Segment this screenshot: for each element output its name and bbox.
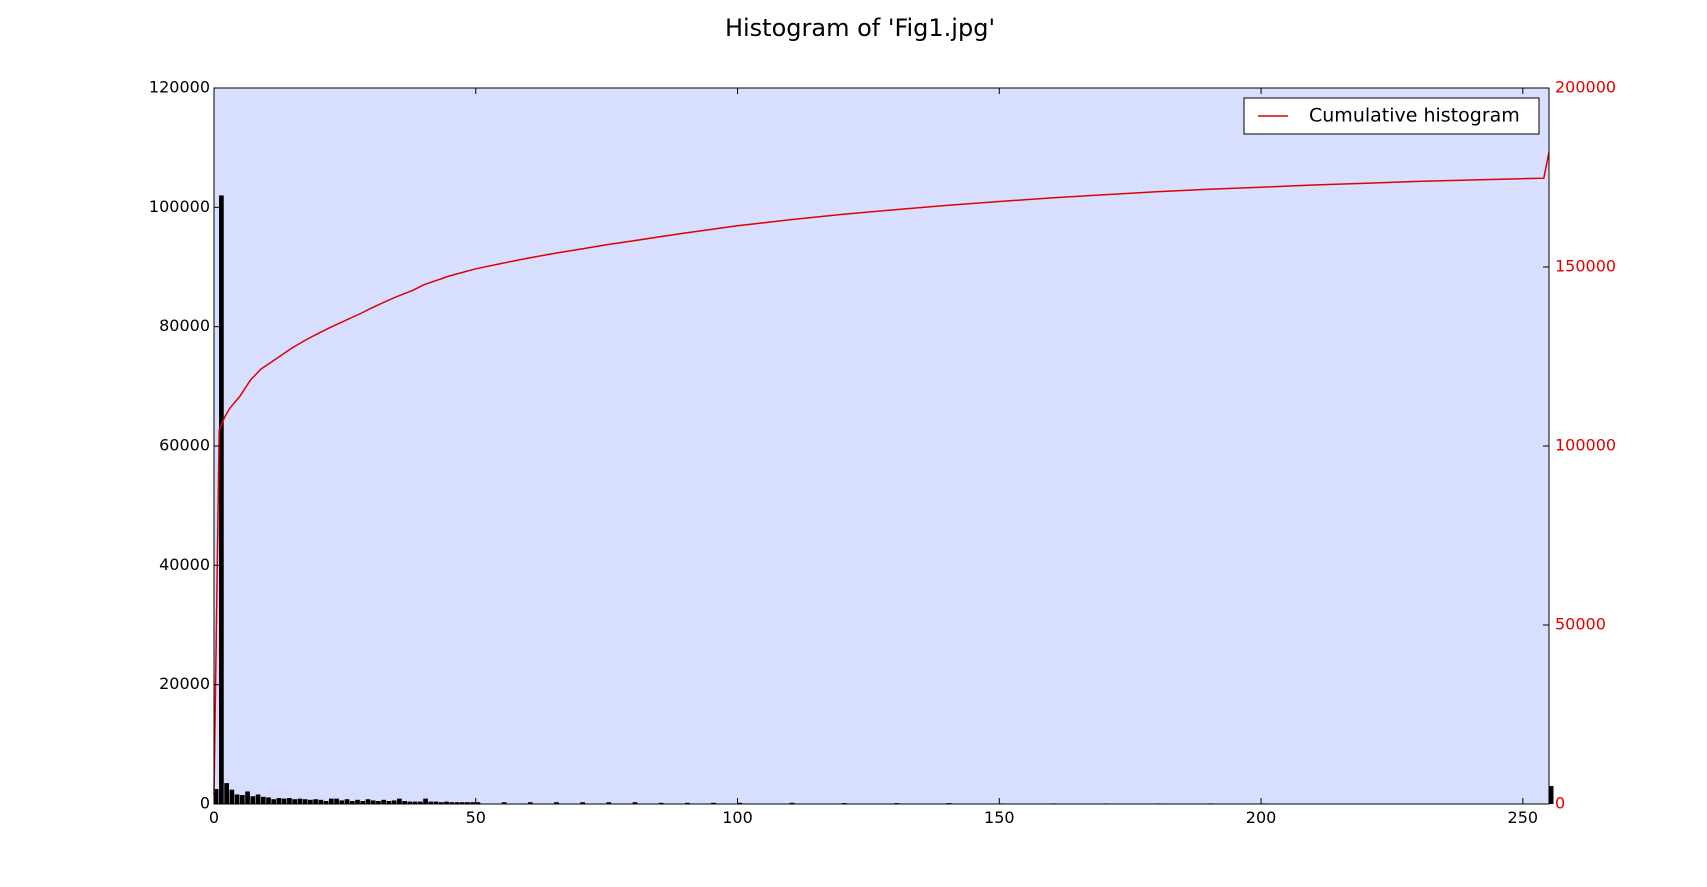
histogram-bar bbox=[459, 802, 465, 804]
histogram-bar bbox=[444, 801, 449, 804]
left-y-tick-label: 80000 bbox=[159, 316, 210, 335]
x-tick-label: 200 bbox=[1246, 808, 1277, 827]
histogram-bar bbox=[789, 802, 795, 804]
histogram-bar bbox=[381, 799, 387, 804]
x-tick-label: 50 bbox=[466, 808, 486, 827]
histogram-bar bbox=[386, 801, 392, 804]
histogram-bar bbox=[349, 801, 355, 804]
histogram-bar bbox=[229, 789, 235, 804]
histogram-bar bbox=[344, 799, 350, 804]
left-y-tick-label: 120000 bbox=[149, 78, 210, 97]
histogram-bar bbox=[470, 802, 476, 804]
histogram-bar bbox=[433, 801, 439, 804]
x-tick-label: 150 bbox=[984, 808, 1015, 827]
histogram-bar bbox=[271, 799, 277, 804]
histogram-bar bbox=[260, 796, 266, 804]
histogram-bar bbox=[376, 801, 381, 804]
histogram-bar bbox=[302, 799, 308, 804]
histogram-bar bbox=[281, 798, 287, 804]
histogram-bar bbox=[365, 799, 371, 804]
histogram-bar bbox=[417, 801, 423, 804]
histogram-bar bbox=[297, 798, 303, 804]
histogram-bar bbox=[658, 802, 664, 804]
histogram-bar bbox=[412, 801, 418, 804]
histogram-bar bbox=[213, 789, 219, 804]
histogram-bar bbox=[318, 799, 324, 804]
histogram-bar bbox=[465, 802, 470, 804]
histogram-bar bbox=[475, 802, 481, 804]
histogram-bar bbox=[397, 798, 402, 804]
left-y-axis: 0 20000 40000 60000 80000 100000 120000 bbox=[149, 78, 220, 813]
histogram-bar bbox=[428, 801, 434, 804]
histogram-bar bbox=[501, 802, 507, 804]
chart-title: Histogram of 'Fig1.jpg' bbox=[725, 14, 995, 42]
histogram-bar bbox=[1548, 786, 1554, 804]
left-y-tick-label: 40000 bbox=[159, 555, 210, 574]
right-y-tick-label: 150000 bbox=[1555, 257, 1616, 276]
histogram-bar bbox=[276, 798, 282, 804]
histogram-bar bbox=[527, 802, 533, 804]
histogram-bar bbox=[580, 802, 585, 804]
histogram-bar bbox=[287, 798, 292, 804]
right-y-tick-label: 200000 bbox=[1555, 78, 1616, 97]
right-y-tick-label: 100000 bbox=[1555, 436, 1616, 455]
histogram-bar bbox=[292, 799, 298, 804]
left-y-tick-label: 100000 bbox=[149, 197, 210, 216]
legend-label-cumulative: Cumulative histogram bbox=[1309, 105, 1520, 127]
histogram-bar bbox=[255, 794, 261, 804]
histogram-bar bbox=[308, 799, 313, 804]
histogram-bar bbox=[355, 799, 360, 804]
cumulative-histogram-line bbox=[213, 152, 1550, 796]
histogram-bar bbox=[454, 802, 460, 804]
histogram-bar bbox=[711, 802, 716, 804]
x-tick-label: 0 bbox=[209, 808, 219, 827]
legend: Cumulative histogram bbox=[1243, 97, 1540, 135]
histogram-bar bbox=[245, 791, 250, 804]
histogram-bar bbox=[606, 802, 612, 804]
histogram-bar bbox=[224, 783, 229, 804]
right-y-tick-label: 0 bbox=[1555, 794, 1565, 813]
histogram-bar bbox=[334, 798, 339, 804]
x-tick-label: 250 bbox=[1508, 808, 1539, 827]
histogram-bar bbox=[328, 798, 334, 804]
histogram-bar bbox=[554, 802, 559, 804]
histogram-bar bbox=[438, 802, 444, 804]
right-y-axis: 0 50000 100000 150000 200000 bbox=[1543, 78, 1616, 813]
left-y-tick-label: 0 bbox=[200, 794, 210, 813]
histogram-bar bbox=[266, 797, 271, 804]
histogram-bar bbox=[407, 801, 413, 804]
left-y-tick-label: 60000 bbox=[159, 436, 210, 455]
histogram-bar bbox=[402, 801, 407, 804]
histogram-bar bbox=[391, 800, 397, 804]
left-y-tick-label: 20000 bbox=[159, 674, 210, 693]
histogram-bar bbox=[423, 798, 428, 804]
histogram-bar bbox=[737, 802, 743, 804]
plot-area-background bbox=[214, 88, 1549, 804]
histogram-bar bbox=[632, 802, 638, 804]
right-y-tick-label: 50000 bbox=[1555, 615, 1606, 634]
legend-box bbox=[1243, 97, 1540, 135]
histogram-bar bbox=[449, 802, 455, 804]
histogram-bar bbox=[234, 794, 240, 804]
cumulative-line-group bbox=[213, 152, 1550, 796]
histogram-bar bbox=[250, 796, 256, 804]
x-tick-label: 100 bbox=[722, 808, 753, 827]
histogram-bar bbox=[684, 802, 690, 804]
histogram-bar bbox=[323, 801, 329, 804]
histogram-bar bbox=[313, 799, 318, 804]
x-axis: 0 50 100 150 200 250 bbox=[209, 88, 1538, 827]
histogram-bar bbox=[339, 800, 345, 804]
histogram-bar bbox=[219, 195, 224, 804]
histogram-bar bbox=[370, 800, 376, 804]
histogram-bar bbox=[360, 801, 366, 804]
histogram-bar bbox=[239, 795, 245, 804]
